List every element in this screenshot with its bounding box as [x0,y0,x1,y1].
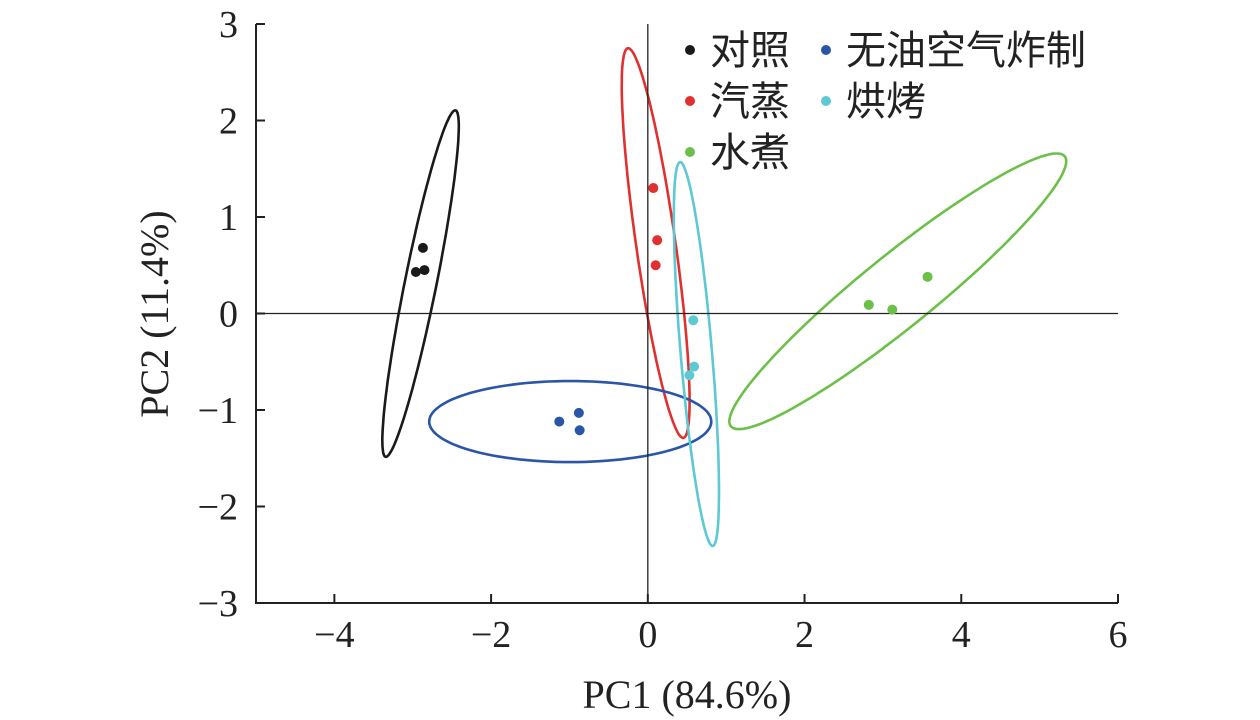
y-tick-label: −1 [198,390,238,432]
point-水煮 [922,271,933,282]
point-烘烤 [684,370,695,381]
ellipse-无油空气炸制 [427,379,713,464]
point-无油空气炸制 [573,407,584,418]
point-对照 [417,242,428,253]
x-axis-title: PC1 (84.6%) [583,672,792,717]
point-汽蒸 [652,235,663,246]
ellipse-烘烤 [672,160,721,548]
point-对照 [419,265,430,276]
legend-marker [685,45,695,55]
point-无油空气炸制 [554,416,565,427]
tick-labels: −4 −2 0 2 4 6 −3 −2 −1 0 1 2 3 [198,4,1128,656]
x-tick-label: 4 [952,614,971,656]
zero-lines [256,24,1118,603]
x-tick-label: 0 [638,614,657,656]
y-tick-label: 1 [219,197,238,239]
ellipse-对照 [380,109,461,459]
x-tick-label: 6 [1109,614,1128,656]
point-汽蒸 [650,260,661,271]
y-tick-label: 2 [219,101,238,143]
legend-label: 无油空气炸制 [846,28,1086,74]
point-烘烤 [688,315,699,326]
legend-label: 烘烤 [846,79,926,125]
confidence-ellipses [380,46,1068,548]
y-tick-label: 0 [219,294,238,336]
legend-label: 水煮 [710,130,790,176]
y-tick-label: 3 [219,4,238,46]
legend-marker [821,96,831,106]
y-axis-title: PC2 (11.4%) [132,210,177,417]
x-tick-label: −4 [314,614,354,656]
point-对照 [410,267,421,278]
point-水煮 [887,304,898,315]
y-tick-label: −3 [198,583,238,625]
point-无油空气炸制 [574,425,585,436]
legend-marker [685,96,695,106]
legend-label: 汽蒸 [710,79,790,125]
ellipse-水煮 [727,152,1068,431]
y-tick-label: −2 [198,487,238,529]
axes [255,23,1119,604]
x-tick-label: −2 [471,614,511,656]
legend-marker [685,147,695,157]
data-points [410,183,933,436]
legend-marker [821,45,831,55]
point-汽蒸 [648,183,659,194]
legend-label: 对照 [710,28,790,74]
ellipse-汽蒸 [620,46,691,440]
point-水煮 [863,299,874,310]
point-烘烤 [689,361,700,372]
x-tick-label: 2 [795,614,814,656]
